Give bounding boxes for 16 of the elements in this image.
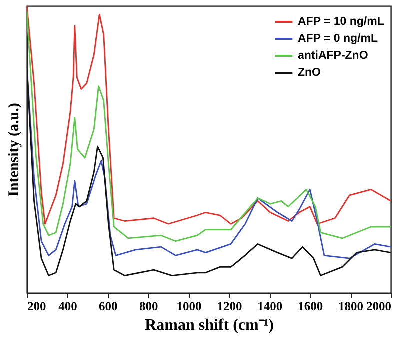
x-tick-label: 800 — [139, 300, 158, 314]
x-tick-label: 1600 — [298, 300, 324, 314]
x-tick-label: 1800 — [338, 300, 364, 314]
legend-label: AFP = 10 ng/mL — [298, 16, 384, 28]
x-tick-label: 600 — [99, 300, 118, 314]
x-tick-label: 2000 — [366, 300, 392, 314]
y-axis-title: Intensity (a.u.) — [6, 103, 22, 197]
x-tick-label: 1200 — [217, 300, 242, 314]
legend-label: ZnO — [298, 67, 322, 79]
x-axis-title: Raman shift (cm⁻¹) — [145, 317, 274, 334]
x-tick-label: 1000 — [176, 300, 202, 314]
x-tick-label: 200 — [28, 300, 46, 314]
x-tick-label: 1400 — [258, 300, 283, 314]
legend-label: antiAFP-ZnO — [298, 50, 368, 62]
x-tick-label: 400 — [58, 300, 78, 314]
legend-label: AFP = 0 ng/mL — [298, 33, 378, 45]
